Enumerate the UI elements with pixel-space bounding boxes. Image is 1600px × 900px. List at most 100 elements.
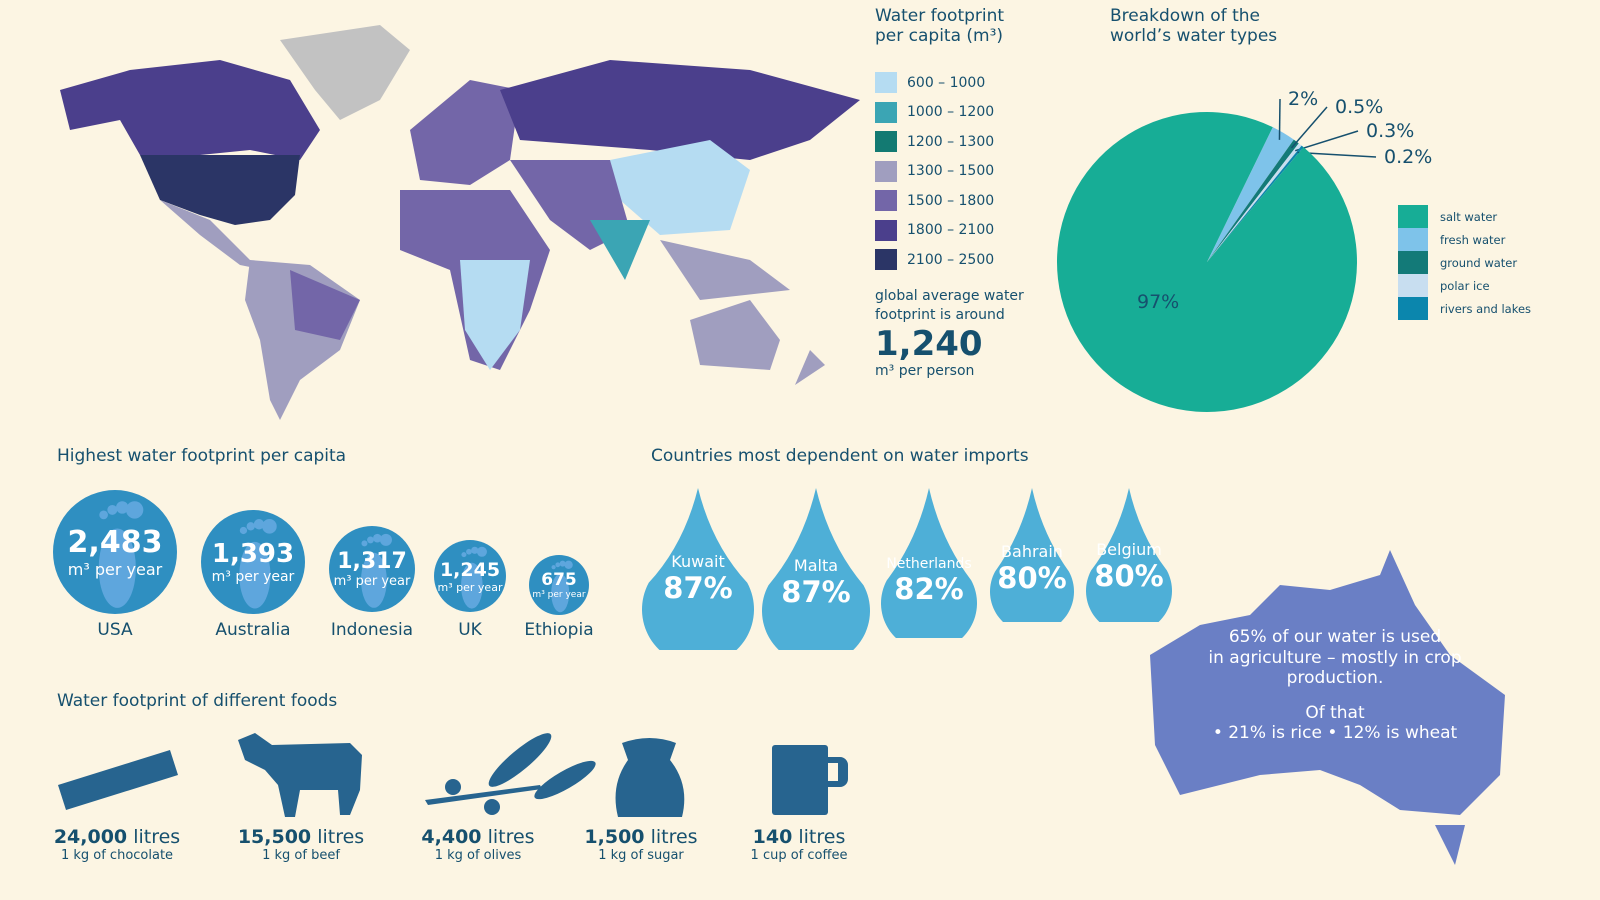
pie-slice-polar-ice [1207, 143, 1302, 262]
footprint-circle-usa: 2,483 m³ per year [53, 490, 177, 614]
legend-label: 1200 – 1300 [907, 133, 995, 150]
food-amount-value: 140 [752, 826, 793, 848]
footprint-circle-uk: 1,245 m³ per year [434, 540, 506, 612]
legend-label: 1300 – 1500 [907, 163, 995, 180]
water-drop-icon [1086, 488, 1172, 622]
legend-swatch [875, 72, 897, 94]
pie-title-2: world’s water types [1110, 26, 1278, 46]
footprint-country: Australia [215, 620, 291, 640]
footprint-circle-indonesia: 1,317 m³ per year [329, 526, 415, 612]
footprint-value: 2,483 [67, 525, 163, 560]
food-desc: 1 kg of beef [262, 848, 340, 863]
legend-swatch [875, 160, 897, 182]
map-legend-item: 600 – 1000 [875, 68, 1024, 98]
water-drop-icon [881, 488, 977, 638]
australia-line-1: 65% of our water is used [1228, 627, 1442, 647]
pie-slice-fresh-water [1207, 127, 1294, 262]
footprint-country: USA [97, 620, 133, 640]
legend-swatch [1398, 228, 1428, 251]
import-percent: 80% [997, 561, 1067, 595]
australia-line-3: production. [1286, 668, 1384, 688]
pie-legend-item: rivers and lakes [1398, 297, 1531, 320]
footprint-country: Indonesia [330, 620, 414, 640]
global-average-unit: m³ per person [875, 362, 975, 379]
import-drop-bahrain: Bahrain 80% [990, 488, 1074, 622]
food-amount-unit: litres [650, 826, 698, 848]
legend-label: polar ice [1440, 278, 1490, 293]
legend-swatch [1398, 205, 1428, 228]
pie-label: 97% [1137, 291, 1179, 313]
pie-legend-item: ground water [1398, 251, 1531, 274]
map-brazil [290, 270, 360, 340]
food-amount-value: 15,500 [237, 826, 312, 848]
food-item: 15,500 litres 1 kg of beef [221, 826, 381, 863]
australia-shape [1150, 550, 1505, 865]
pie-slice-rivers-and-lakes [1207, 145, 1304, 262]
pie-label: 2% [1288, 88, 1318, 110]
footprint-value: 1,393 [211, 539, 295, 569]
footprint-country: Ethiopia [524, 620, 594, 640]
footprint-icon [360, 533, 392, 608]
pie-leader-line [1290, 106, 1328, 149]
australia-line-5: • 21% is rice • 12% is wheat [1212, 723, 1458, 743]
legend-swatch [875, 131, 897, 153]
map-india [590, 220, 650, 280]
highest-title: Highest water footprint per capita [57, 446, 347, 466]
global-average-label: global average water footprint is around [875, 287, 1024, 325]
footprint-value: 1,245 [439, 558, 501, 581]
pie-legend-item: fresh water [1398, 228, 1531, 251]
footprint-unit: m³ per year [211, 569, 295, 585]
food-desc: 1 kg of chocolate [60, 848, 174, 863]
food-amount: 140 litres [719, 826, 879, 848]
footprint-value: 675 [541, 570, 577, 590]
map-china [610, 140, 750, 235]
footprint-unit: m³ per year [67, 560, 163, 579]
map-legend-item: 2100 – 2500 [875, 245, 1024, 275]
food-amount: 15,500 litres [221, 826, 381, 848]
footprint-icon [551, 560, 573, 612]
map-russia [500, 60, 860, 160]
pie-title-1: Breakdown of the [1110, 6, 1260, 26]
import-country: Malta [793, 556, 839, 575]
pie-legend-item: salt water [1398, 205, 1531, 228]
map-legend: Water footprint per capita (m³) 600 – 100… [875, 6, 1024, 379]
footprint-icon [98, 501, 144, 608]
map-australia [690, 300, 780, 370]
food-amount: 24,000 litres [37, 826, 197, 848]
map-legend-title: Water footprint per capita (m³) [875, 6, 1024, 46]
map-legend-item: 1200 – 1300 [875, 127, 1024, 157]
legend-swatch [875, 190, 897, 212]
map-legend-title-2: per capita (m³) [875, 26, 1004, 46]
map-greenland [280, 25, 410, 120]
pie-label: 0.3% [1366, 120, 1414, 142]
legend-swatch [1398, 251, 1428, 274]
map-europe [410, 80, 520, 185]
map-central-america [160, 200, 265, 270]
footprint-country: UK [458, 620, 482, 640]
pie-chart: 2% 0.5%0.3% 0.2% 97% [1057, 88, 1432, 412]
import-drop-kuwait: Kuwait 87% [642, 488, 754, 650]
import-drop-netherlands: Netherlands 82% [881, 488, 977, 638]
pie-label: 0.2% [1384, 146, 1432, 168]
legend-label: ground water [1440, 255, 1518, 270]
chocolate-bar-icon [58, 750, 178, 810]
water-drop-icon [990, 488, 1074, 622]
pie-leader-line [1297, 151, 1377, 158]
water-drop-icon [762, 488, 870, 650]
pie-slice-ground-water [1207, 139, 1299, 262]
legend-swatch [875, 249, 897, 271]
import-percent: 82% [894, 572, 964, 606]
import-drop-malta: Malta 87% [762, 488, 870, 650]
legend-swatch [1398, 274, 1428, 297]
legend-label: salt water [1440, 209, 1498, 224]
world-map [60, 25, 860, 420]
map-legend-title-1: Water footprint [875, 6, 1005, 26]
map-legend-item: 1800 – 2100 [875, 216, 1024, 246]
legend-swatch [875, 101, 897, 123]
australia-line-4: Of that [1305, 702, 1365, 723]
footprint-unit: m³ per year [532, 590, 586, 600]
footprint-icon [460, 546, 487, 609]
pie-leader-line [1278, 98, 1281, 140]
legend-label: 1500 – 1800 [907, 192, 995, 209]
global-average-line-2: footprint is around [875, 306, 1005, 323]
